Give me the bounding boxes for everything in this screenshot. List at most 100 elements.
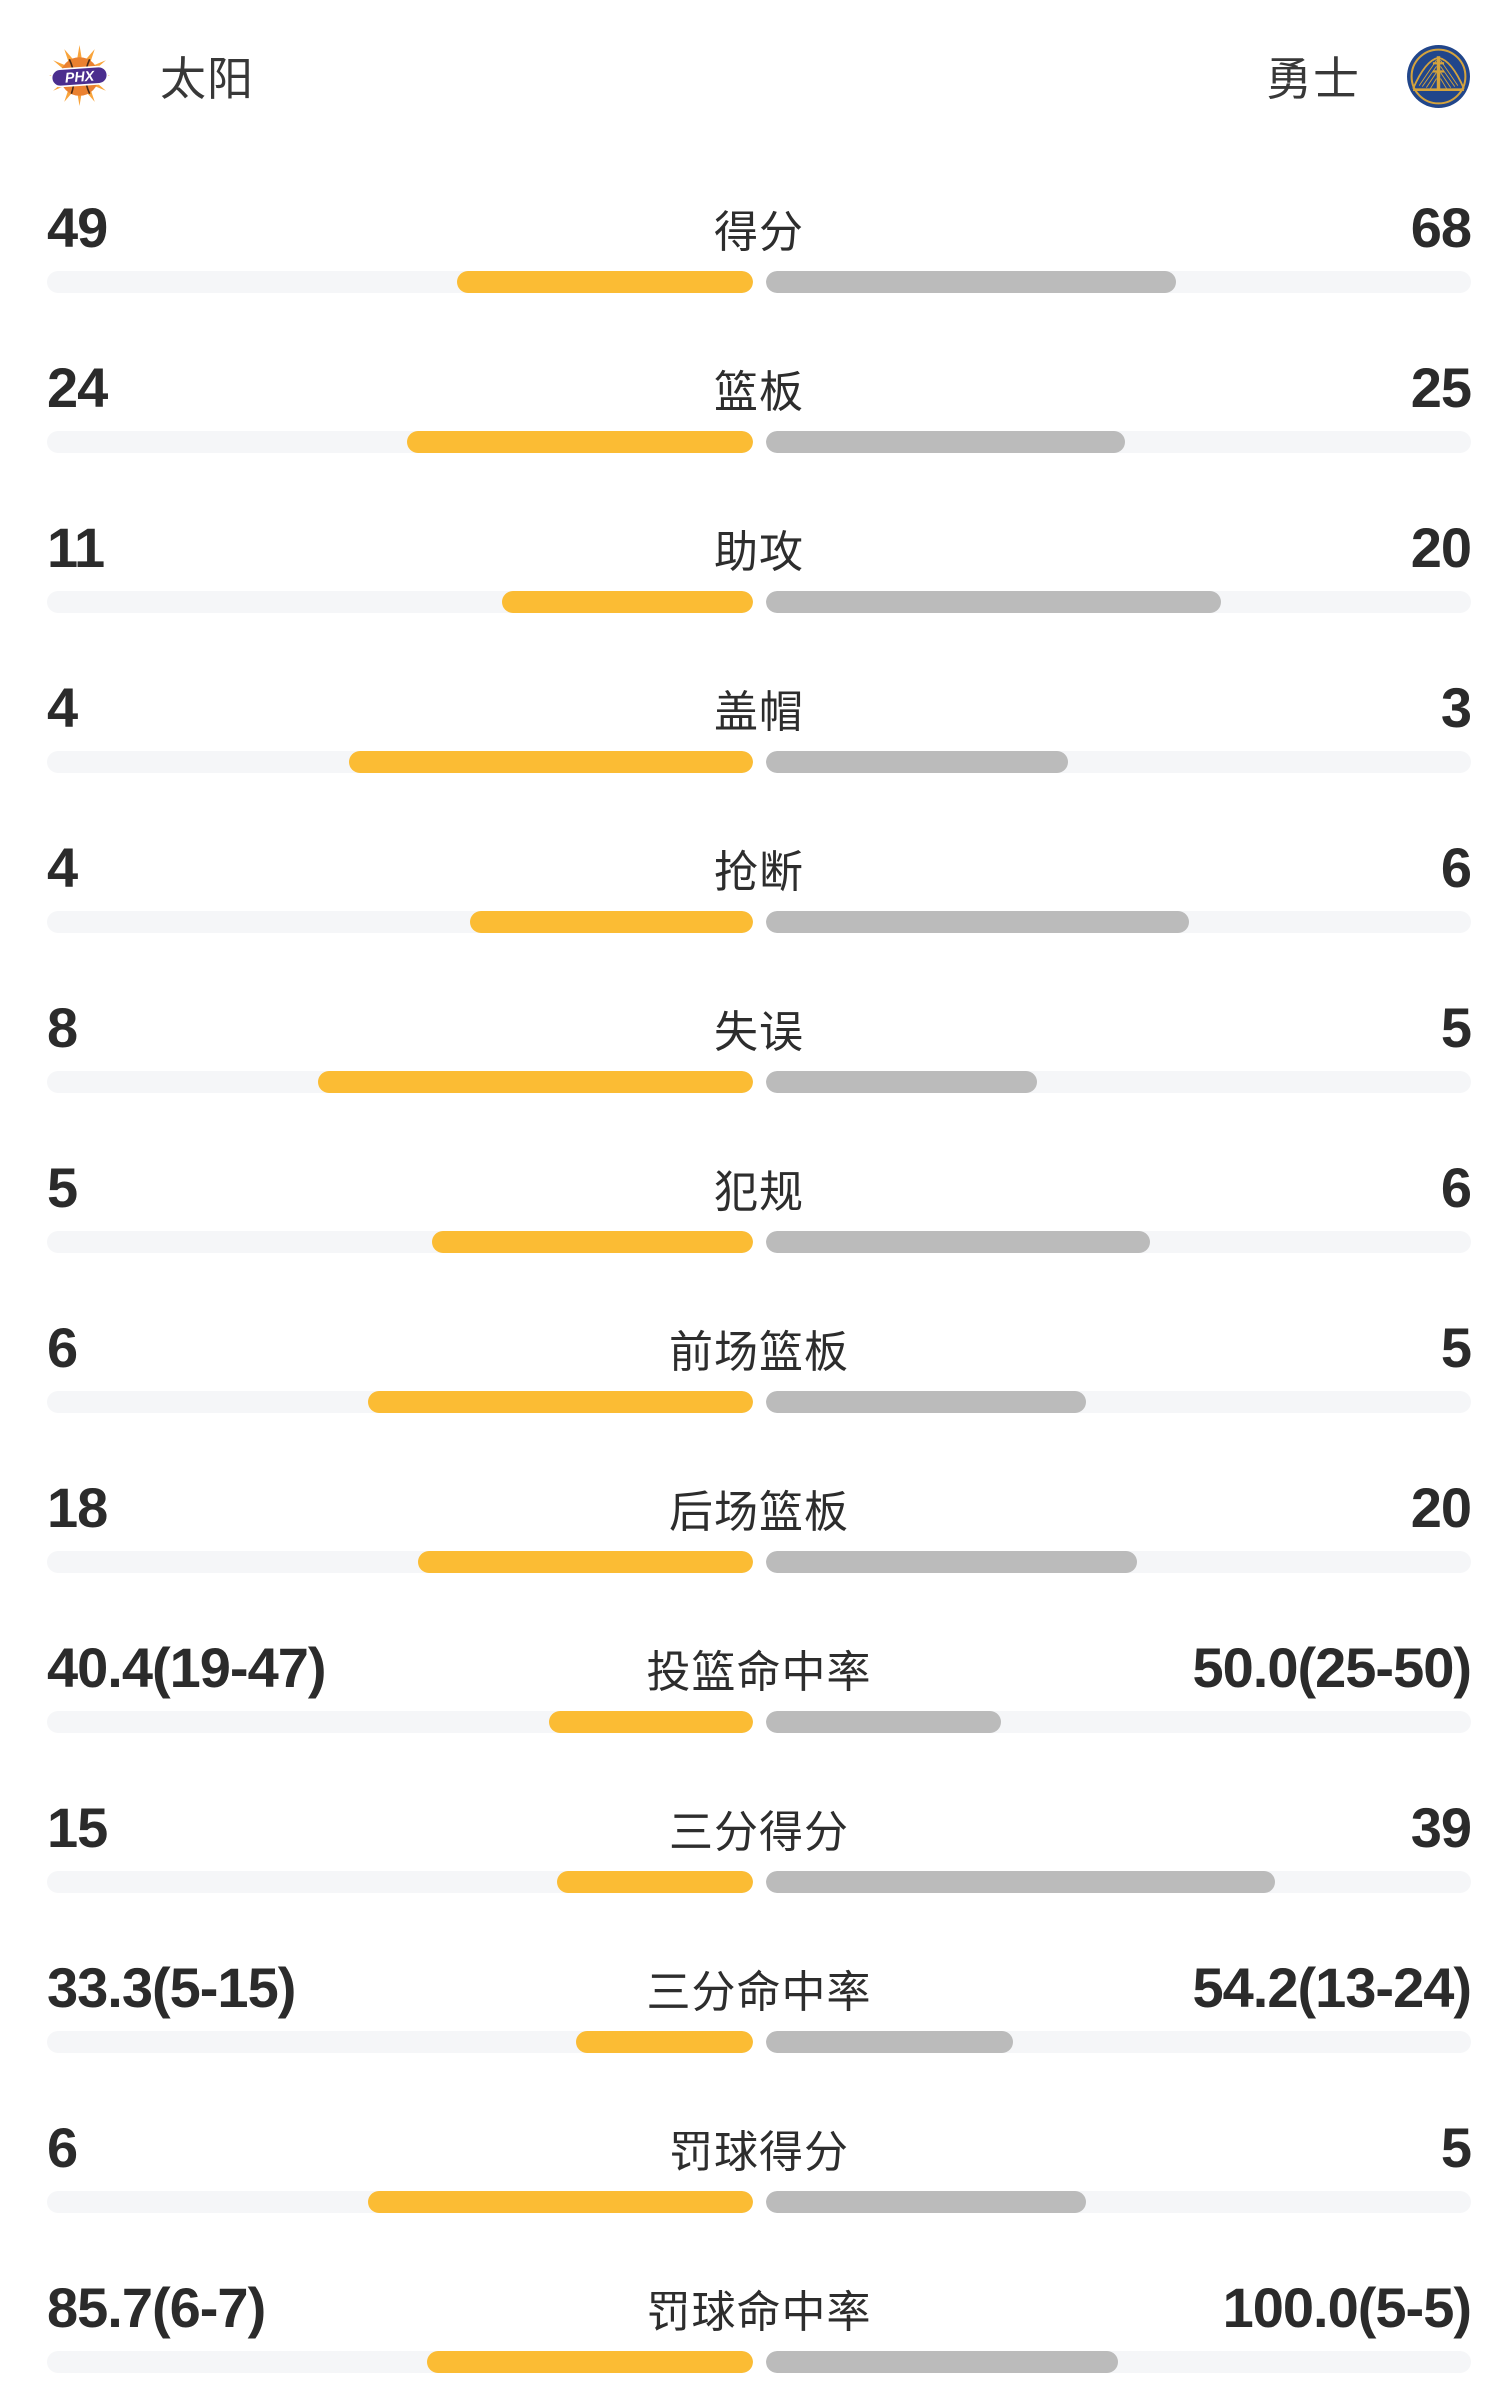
left-bar-fill	[318, 1071, 753, 1093]
left-bar-fill	[418, 1551, 753, 1573]
left-bar-track	[47, 2031, 753, 2053]
left-bar-track	[47, 431, 753, 453]
left-bar-fill	[470, 911, 753, 933]
right-team-value: 20	[1410, 516, 1472, 579]
right-bar-fill	[765, 1391, 1087, 1413]
left-bar-fill	[426, 2351, 753, 2373]
stat-row-text: 33.3(5-15) 三分命中率 54.2(13-24)	[47, 1955, 1472, 2019]
left-team-value: 15	[47, 1796, 108, 1859]
left-team-value: 6	[47, 1316, 78, 1379]
stat-row: 24 篮板 25	[47, 312, 1472, 472]
left-bar-fill	[431, 1231, 753, 1253]
stat-label: 后场篮板	[669, 1487, 849, 1537]
right-bar-track	[765, 1711, 1471, 1733]
left-bar-fill	[367, 1391, 753, 1413]
right-team-value: 39	[1410, 1796, 1472, 1859]
stat-row: 15 三分得分 39	[47, 1752, 1472, 1912]
left-bar-fill	[349, 751, 753, 773]
stat-label: 盖帽	[714, 687, 804, 737]
left-team-value: 40.4(19-47)	[47, 1636, 327, 1699]
right-bar-track	[765, 431, 1471, 453]
right-team-value: 5	[1440, 1316, 1472, 1379]
golden-state-warriors-logo-icon	[1406, 44, 1471, 109]
svg-text:PHX: PHX	[64, 68, 96, 86]
stat-row: 18 后场篮板 20	[47, 1432, 1472, 1592]
right-team-value: 68	[1410, 196, 1472, 259]
left-bar-fill	[576, 2031, 753, 2053]
stat-row: 49 得分 68	[47, 152, 1472, 312]
right-team-value: 20	[1410, 1476, 1472, 1539]
stat-row-text: 4 盖帽 3	[47, 675, 1472, 739]
comparison-bar	[47, 431, 1471, 453]
stat-row-text: 6 罚球得分 5	[47, 2115, 1472, 2179]
right-bar-track	[765, 751, 1471, 773]
right-team-value: 100.0(5-5)	[1222, 2276, 1472, 2339]
left-bar-track	[47, 1231, 753, 1253]
team-right-name: 勇士	[1266, 53, 1360, 105]
right-bar-track	[765, 1071, 1471, 1093]
left-bar-track	[47, 1551, 753, 1573]
right-team-value: 6	[1440, 836, 1472, 899]
left-team-value: 4	[47, 836, 78, 899]
stat-row: 6 罚球得分 5	[47, 2072, 1472, 2232]
left-bar-fill	[406, 431, 753, 453]
stat-label: 三分得分	[669, 1807, 849, 1857]
comparison-bar	[47, 1231, 1471, 1253]
left-bar-fill	[367, 2191, 753, 2213]
right-bar-fill	[765, 1871, 1275, 1893]
left-bar-fill	[457, 271, 753, 293]
stat-row-text: 5 犯规 6	[47, 1155, 1472, 1219]
stat-label: 三分命中率	[646, 1967, 872, 2017]
right-bar-track	[765, 2191, 1471, 2213]
stat-row: 8 失误 5	[47, 952, 1472, 1112]
right-bar-fill	[765, 1231, 1151, 1253]
comparison-bar	[47, 1871, 1471, 1893]
right-bar-track	[765, 2351, 1471, 2373]
right-bar-fill	[765, 2031, 1014, 2053]
right-team-value: 3	[1440, 676, 1472, 739]
left-bar-track	[47, 2351, 753, 2373]
stat-label: 助攻	[714, 527, 804, 577]
right-bar-track	[765, 1871, 1471, 1893]
left-team-value: 24	[47, 356, 108, 419]
right-bar-track	[765, 591, 1471, 613]
left-bar-track	[47, 1391, 753, 1413]
stat-label: 得分	[714, 207, 804, 257]
left-bar-fill	[549, 1711, 753, 1733]
left-team-value: 4	[47, 676, 78, 739]
stat-row: 4 抢断 6	[47, 792, 1472, 952]
right-bar-fill	[765, 591, 1221, 613]
phoenix-suns-logo-icon: PHX	[47, 44, 112, 109]
stat-row-text: 6 前场篮板 5	[47, 1315, 1472, 1379]
stat-row-text: 18 后场篮板 20	[47, 1475, 1472, 1539]
stat-row-text: 8 失误 5	[47, 995, 1472, 1059]
right-bar-fill	[765, 431, 1126, 453]
match-header: PHX 太阳 勇士	[47, 0, 1471, 108]
stat-row-text: 49 得分 68	[47, 195, 1472, 259]
stat-label: 抢断	[714, 847, 804, 897]
stat-row-text: 40.4(19-47) 投篮命中率 50.0(25-50)	[47, 1635, 1472, 1699]
left-bar-track	[47, 751, 753, 773]
stat-label: 失误	[714, 1007, 804, 1057]
right-bar-fill	[765, 1711, 1001, 1733]
comparison-bar	[47, 271, 1471, 293]
team-left: PHX 太阳	[47, 43, 254, 109]
right-bar-track	[765, 911, 1471, 933]
left-bar-track	[47, 911, 753, 933]
right-bar-fill	[765, 911, 1189, 933]
right-bar-fill	[765, 751, 1068, 773]
stat-label: 罚球得分	[669, 2127, 849, 2177]
stat-row: 33.3(5-15) 三分命中率 54.2(13-24)	[47, 1912, 1472, 2072]
left-bar-track	[47, 2191, 753, 2213]
left-bar-track	[47, 271, 753, 293]
right-team-value: 6	[1440, 1156, 1472, 1219]
right-team-value: 5	[1440, 2116, 1472, 2179]
comparison-bar	[47, 591, 1471, 613]
right-bar-track	[765, 2031, 1471, 2053]
right-bar-track	[765, 271, 1471, 293]
stat-row: 40.4(19-47) 投篮命中率 50.0(25-50)	[47, 1592, 1472, 1752]
right-bar-fill	[765, 1551, 1137, 1573]
right-bar-track	[765, 1391, 1471, 1413]
left-bar-track	[47, 1711, 753, 1733]
stat-row: 6 前场篮板 5	[47, 1272, 1472, 1432]
